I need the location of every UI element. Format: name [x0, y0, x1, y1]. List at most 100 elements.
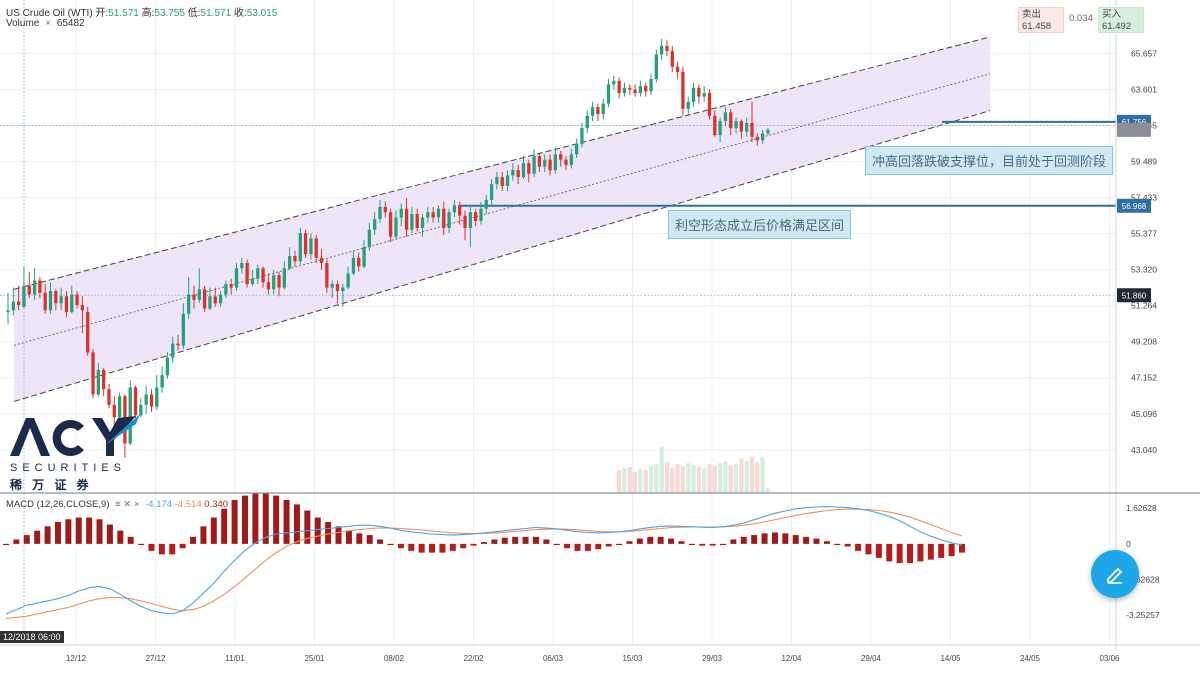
macd-histogram-bar — [626, 541, 633, 544]
macd-histogram-bar — [304, 510, 311, 544]
candles — [6, 38, 770, 458]
macd-histogram-bar — [169, 543, 176, 555]
volume-bars — [617, 446, 771, 493]
candle-body — [213, 296, 217, 304]
candle-body — [59, 296, 63, 304]
candle-body — [638, 86, 643, 94]
candle-body — [585, 115, 589, 129]
y-tick-label: 55.377 — [1131, 229, 1157, 239]
sell-price: 61.458 — [1022, 21, 1052, 32]
volume-bar — [643, 469, 648, 493]
macd-histogram-bar — [449, 543, 456, 551]
candle-body — [675, 66, 680, 73]
macd-histogram-bar — [335, 526, 342, 544]
low-label: 低: — [187, 8, 201, 19]
volume-label: Volume — [6, 18, 40, 29]
candle-body — [628, 87, 632, 90]
macd-histogram-bar — [273, 495, 280, 544]
candle-body — [32, 280, 37, 295]
candle-body — [325, 263, 329, 288]
x-tick-label: 14/05 — [940, 654, 961, 663]
annotation-upper: 冲高回落跌破支撑位，目前处于回测阶段 — [865, 146, 1114, 175]
candle-body — [707, 93, 712, 116]
macd-histogram-bar — [397, 543, 404, 549]
volume-bar — [664, 462, 670, 493]
volume-value: 65482 — [56, 18, 85, 29]
candle-body — [447, 212, 451, 228]
buy-button[interactable]: 买入 61.492 — [1098, 7, 1144, 33]
macd-histogram-bar — [865, 543, 872, 555]
candle-body — [117, 396, 122, 418]
macd-histogram-bar — [636, 538, 643, 544]
volume-header: Volume × 65482 — [6, 18, 85, 29]
y-tick-label: 59.489 — [1131, 157, 1157, 167]
candle-body — [266, 282, 271, 290]
macd-histogram-bar — [709, 543, 716, 546]
macd-histogram-bar — [595, 543, 602, 550]
macd-label[interactable]: MACD (12,26,CLOSE,9) — [6, 499, 110, 510]
macd-histogram-bar — [740, 536, 747, 544]
candle-body — [70, 294, 74, 313]
candle-body — [750, 122, 754, 137]
candle-body — [181, 313, 186, 346]
x-tick-label: 25/01 — [304, 654, 325, 663]
candle-body — [617, 80, 621, 94]
candle-body — [282, 268, 286, 288]
macd-icons[interactable]: ≡ ✕ × — [115, 499, 140, 510]
macd-histogram-bar — [13, 539, 20, 544]
candle-body — [86, 312, 90, 353]
macd-histogram-bar — [325, 521, 332, 544]
price-label-box — [1117, 288, 1151, 303]
candle-body — [745, 122, 749, 132]
logo-securities-text: SECURITIES — [10, 462, 127, 474]
candle-body — [495, 177, 499, 185]
candle-body — [686, 101, 690, 109]
x-tick-label: 06/03 — [543, 654, 564, 663]
candle-body — [367, 229, 372, 248]
macd-histogram-bar — [54, 521, 61, 544]
sell-button[interactable]: 卖出 61.458 — [1018, 7, 1064, 33]
close-value: 53.015 — [246, 8, 278, 19]
volume-close-icon[interactable]: × — [45, 18, 51, 29]
macd-histogram-bar — [730, 539, 737, 544]
draw-tool-button[interactable] — [1091, 550, 1139, 598]
channel-lower-line — [13, 110, 991, 402]
price-label-text: 61.756 — [1122, 118, 1147, 127]
channel-upper-line — [13, 36, 991, 290]
macd-header: MACD (12,26,CLOSE,9) ≡ ✕ × -4.174 -4.514… — [6, 499, 228, 510]
y-tick-label: 49.208 — [1131, 337, 1157, 347]
macd-histogram-bar — [418, 543, 425, 553]
volume-bar — [648, 466, 654, 493]
symbol-name[interactable]: US Crude Oil (WTI) — [6, 8, 93, 19]
x-tick-label: 15/03 — [622, 654, 643, 663]
candle-body — [335, 284, 340, 292]
volume-bar — [617, 469, 622, 493]
candle-body — [569, 154, 573, 165]
candle-body — [691, 87, 696, 102]
candle-body — [644, 86, 648, 92]
candle-body — [559, 154, 563, 160]
candle-body — [378, 206, 382, 220]
open-label: 开: — [95, 8, 109, 19]
macd-histogram-bar — [699, 543, 706, 546]
volume-bar — [670, 468, 675, 493]
macd-histogram-bar — [678, 541, 685, 544]
candle-body — [202, 289, 207, 309]
macd-histogram-bar — [34, 530, 41, 544]
macd-histogram-bar — [262, 492, 269, 544]
macd-histogram-bar — [231, 500, 238, 544]
volume-bar — [696, 467, 701, 493]
annotation-lower: 利空形态成立后价格满足区间 — [668, 210, 852, 239]
macd-histogram-bar — [460, 543, 467, 549]
macd-histogram-bar — [86, 517, 93, 544]
candle-body — [729, 112, 733, 129]
macd-histogram-bar — [200, 526, 207, 544]
macd-histogram-bar — [44, 526, 51, 544]
price-label-text: 56.968 — [1122, 202, 1147, 211]
candle-body — [383, 206, 387, 213]
macd-histogram-bar — [896, 543, 903, 564]
volume-bar — [680, 466, 686, 493]
candle-body — [697, 87, 701, 97]
